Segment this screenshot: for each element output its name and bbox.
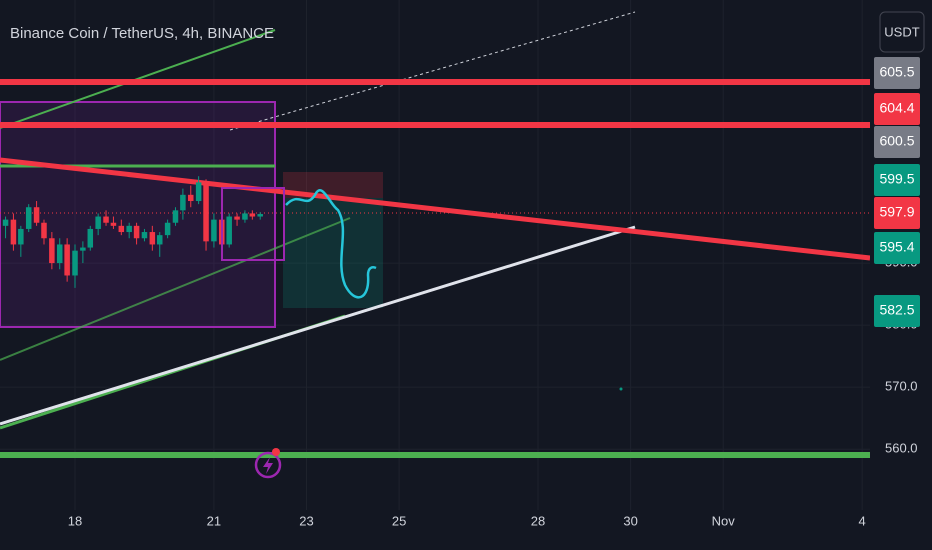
price-tag-label: 599.5	[879, 171, 914, 187]
candle-body	[118, 225, 125, 233]
x-tick-label: Nov	[712, 513, 736, 528]
candle-body	[64, 244, 70, 276]
axes: 560.0570.0580.0590.0182123252830Nov4605.…	[68, 57, 920, 528]
marker-dot	[619, 387, 623, 391]
support-trend	[0, 225, 636, 426]
candle-body	[56, 244, 63, 264]
x-tick-label: 23	[299, 513, 313, 528]
dashed-trend	[229, 11, 636, 131]
candle-body	[103, 216, 109, 223]
price-tag-label: 597.9	[879, 204, 914, 220]
candle-body	[25, 207, 32, 229]
price-axis	[870, 0, 932, 550]
candle-body	[156, 235, 163, 245]
candle-body	[110, 222, 117, 226]
focus-box	[221, 187, 285, 261]
candle-body	[133, 225, 140, 239]
candle-body	[242, 213, 248, 220]
candle-body	[226, 216, 232, 245]
candle-body	[18, 228, 24, 245]
x-tick-label: 28	[531, 513, 545, 528]
candle-body	[180, 194, 186, 211]
candle-body	[203, 182, 209, 242]
candle-body	[10, 219, 17, 245]
event-icon	[254, 451, 282, 479]
channel-line	[0, 217, 351, 361]
price-tag-label: 604.4	[879, 100, 914, 116]
candle-body	[188, 194, 194, 202]
price-tag-label: 605.5	[879, 64, 914, 80]
candle-body	[149, 232, 156, 245]
time-axis	[0, 510, 932, 550]
target-zone	[283, 198, 383, 308]
x-tick-label: 30	[623, 513, 637, 528]
candle-body	[87, 228, 94, 248]
event-dot	[272, 448, 280, 456]
currency-button[interactable]	[879, 11, 925, 53]
x-tick-label: 21	[207, 513, 221, 528]
price-tag	[874, 126, 920, 158]
price-tag	[874, 57, 920, 89]
range-box	[0, 101, 276, 328]
down-trend	[0, 157, 871, 261]
price-tag	[874, 197, 920, 229]
event-bolt	[263, 457, 273, 474]
price-tag	[874, 232, 920, 264]
price-tag-label: 595.4	[879, 239, 914, 255]
y-tick-label: 570.0	[885, 379, 918, 394]
candle-body	[80, 247, 86, 251]
candle-body	[257, 214, 263, 217]
candle-body	[249, 213, 256, 217]
candle-body	[49, 238, 55, 264]
price-tag-label: 600.5	[879, 133, 914, 149]
candle-body	[72, 250, 78, 276]
x-tick-label: 4	[859, 513, 866, 528]
currency-label: USDT	[884, 24, 919, 39]
candle-body	[141, 232, 148, 239]
candle-body	[172, 210, 179, 223]
candle-body	[41, 222, 47, 239]
candle-body	[234, 216, 240, 220]
y-tick-label: 560.0	[885, 441, 918, 456]
candle-body	[164, 222, 171, 236]
candle-body	[95, 216, 101, 229]
price-tag	[874, 295, 920, 327]
candle-body	[195, 182, 202, 202]
chart-title: Binance Coin / TetherUS, 4h, BINANCE	[10, 25, 274, 42]
candle-body	[2, 219, 9, 226]
x-tick-label: 18	[68, 513, 82, 528]
candle-body	[126, 225, 132, 233]
candle-body	[211, 219, 217, 242]
price-tag-label: 582.5	[879, 302, 914, 318]
price-tag	[874, 164, 920, 196]
price-tag	[874, 93, 920, 125]
x-tick-label: 25	[392, 513, 406, 528]
candle-body	[33, 207, 40, 223]
sketch-path	[285, 189, 377, 299]
